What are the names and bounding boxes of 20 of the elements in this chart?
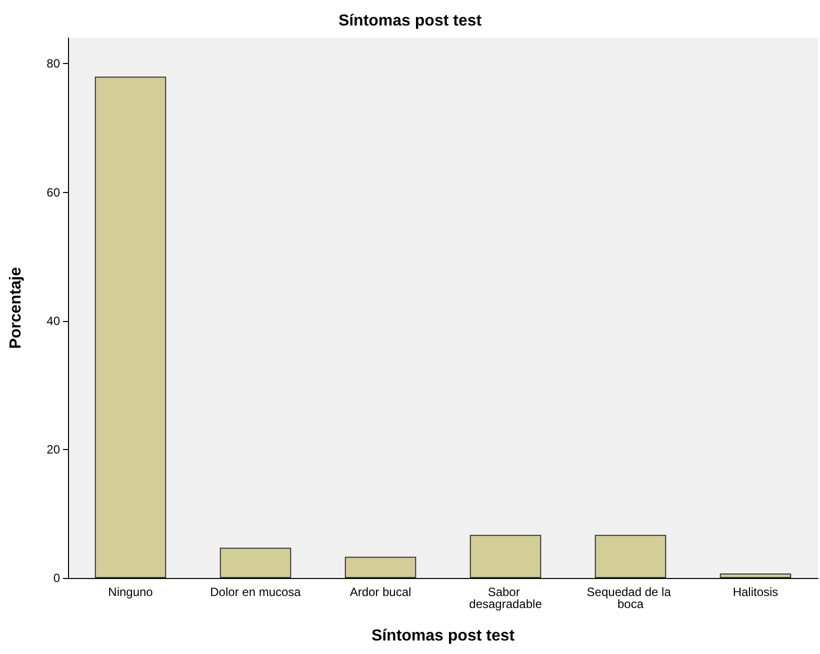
bar <box>470 534 542 578</box>
bar <box>344 556 416 578</box>
x-tick-label: Ninguno <box>108 585 154 599</box>
y-tick-label: 40 <box>46 314 60 328</box>
x-tick-label: Dolor en mucosa <box>210 585 302 599</box>
y-tick-label: 60 <box>46 185 60 200</box>
y-axis-title: Porcentaje <box>8 266 24 349</box>
y-tick-label: 20 <box>46 442 60 456</box>
bar <box>594 534 666 578</box>
y-tick-label: 80 <box>46 56 60 71</box>
bar <box>720 574 792 578</box>
chart-title: Síntomas post test <box>338 12 482 30</box>
bar <box>220 548 292 578</box>
bar <box>94 76 166 578</box>
x-tick-label: Sequedad de la boca <box>586 585 674 611</box>
x-axis-title: Síntomas post test <box>371 628 516 644</box>
x-tick-label: Halitosis <box>732 585 778 599</box>
x-tick-label: Ardor bucal <box>350 585 412 599</box>
x-tick-label: Sabor desagradable <box>469 585 542 611</box>
y-tick-label: 0 <box>53 571 60 585</box>
